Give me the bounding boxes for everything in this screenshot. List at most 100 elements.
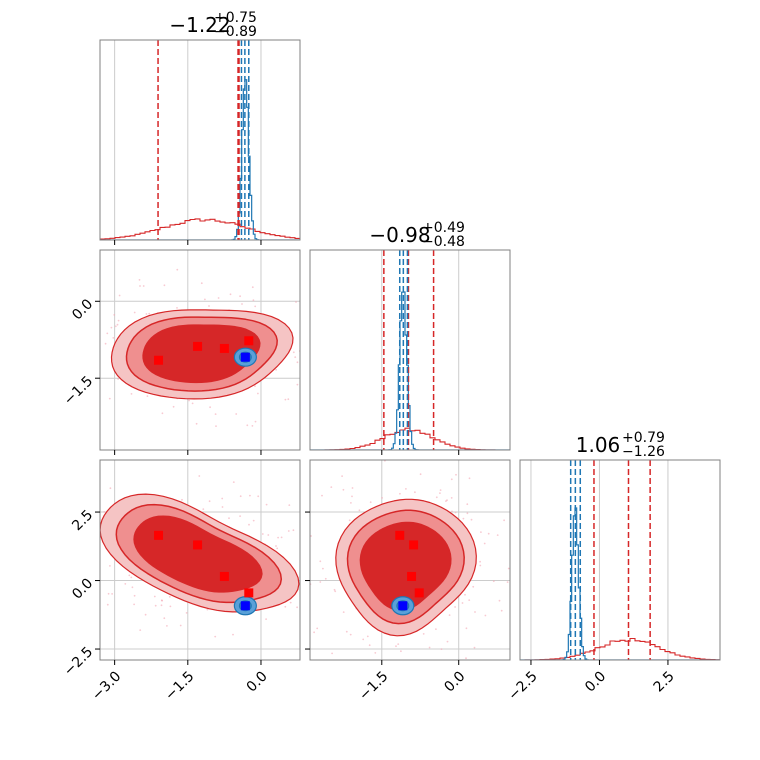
scatter-p1-p2-red-marker-3 [244,336,254,346]
scatter-p2-p3-sample-dot-240 [440,648,443,650]
scatter-p1-p3-contour-2 [133,515,263,593]
scatter-p2-p3-frame [309,459,511,661]
scatter-p2-p3-sample-dot-67 [345,630,348,633]
scatter-p1-p3-sample-dot-75 [94,522,96,524]
scatter-p2-p3-sample-dot-125 [368,644,371,647]
scatter-p1-p3-sample-dot-249 [130,576,133,579]
scatter-p1-p2-sample-dot-255 [208,305,210,307]
scatter-p1-p3-sample-dot-4 [296,606,298,609]
scatter-p2-p3-sample-dot-229 [306,569,308,571]
scatter-p1-p2-sample-dot-143 [108,397,111,400]
scatter-p1-p2-sample-dot-212 [113,314,116,316]
title-p3: 1.06 +0.79 −1.26 [576,430,665,460]
scatter-p2-p3-sample-dot-157 [439,492,441,494]
scatter-p2-p3: −1.5 0.0 [305,459,511,704]
scatter-p1-p2-sample-dot-163 [200,282,203,285]
scatter-p2-p3-content [306,460,510,674]
scatter-p2-p3-sample-dot-247 [503,519,505,522]
scatter-p1-p2-sample-dot-192 [235,413,238,415]
scatter-p1-p3-sample-dot-257 [168,595,171,598]
scatter-p1-p2-sample-dot-209 [83,293,85,295]
scatter-p2-p3-sample-dot-85 [358,509,361,512]
scatter-p2-p3-sample-dot-155 [351,495,353,498]
scatter-p2-p3-sample-dot-142 [450,478,453,481]
scatter-p2-p3-sample-dot-201 [316,627,319,630]
scatter-p1-p2-sample-dot-173 [146,395,149,397]
scatter-p1-p2-sample-dot-226 [117,378,119,380]
scatter-p2-p3-sample-dot-226 [362,638,365,641]
title-p1: −1.22 +0.75 −0.89 [169,10,257,40]
scatter-p1-p3-sample-dot-163 [280,536,283,539]
scatter-p2-p3-sample-dot-24 [468,599,471,601]
scatter-p2-p3-sample-dot-80 [341,475,343,477]
title-p2-sub: −0.48 [422,234,465,250]
scatter-p1-p2-sample-dot-182 [104,342,107,345]
scatter-p1-p2: 0.0 −1.5 [61,249,309,455]
scatter-p2-p3-sample-dot-86 [446,499,448,502]
scatter-p1-p3-sample-dot-48 [289,601,292,604]
scatter-p2-p3-sample-dot-119 [492,580,495,583]
scatter-p2-p3-sample-dot-114 [432,672,434,674]
scatter-p2-p3-sample-dot-202 [454,511,457,514]
scatter-p1-p3-sample-dot-178 [181,498,183,501]
scatter-p2-p3-sample-dot-173 [348,519,351,522]
scatter-p2-p3-sample-dot-64 [330,486,333,488]
title-p1-sub: −0.89 [214,24,257,40]
scatter-p1-p2-sample-dot-47 [284,398,287,401]
scatter-p1-p2-sample-dot-239 [76,349,78,351]
scatter-p1-p2-sample-dot-102 [296,383,299,386]
scatter-p1-p2-sample-dot-166 [292,351,295,354]
scatter-p2-p3-sample-dot-141 [422,633,425,635]
hist-p3: −2.5 0.0 2.5 [505,459,721,704]
scatter-p1-p2-sample-dot-134 [172,405,175,408]
scatter-p1-p3-sample-dot-186 [287,530,290,532]
scatter-p1-p2-sample-dot-66 [300,312,302,314]
scatter-p1-p2-sample-dot-40 [98,363,100,365]
scatter-p1-p2-sample-dot-165 [176,268,179,271]
scatter-p1-p3-sample-dot-102 [52,548,54,550]
scatter-p1-p3-sample-dot-92 [292,529,295,532]
scatter-p2-p3-sample-dot-47 [428,646,431,649]
scatter-p1-p3-sample-dot-200 [276,547,279,550]
scatter-p1-p2-sample-dot-202 [214,413,217,415]
scatter-p1-p3-sample-dot-126 [103,511,106,513]
scatter-p2-p3-red-marker-0 [395,530,405,540]
scatter-p2-p3-sample-dot-181 [466,512,469,515]
scatter-p1-p3-sample-dot-175 [301,521,303,523]
scatter-p2-p3-sample-dot-49 [470,518,473,521]
scatter-p2-p3-sample-dot-81 [419,473,422,476]
scatter-p1-p2-sample-dot-197 [130,393,133,395]
scatter-p1-p3-red-marker-2 [219,571,229,581]
hist-p2-frame [309,249,511,451]
scatter-p1-p3-sample-dot-224 [239,495,242,498]
scatter-p1-p3-sample-dot-38 [25,525,27,527]
scatter-p1-p2-sample-dot-17 [275,368,277,371]
scatter-p1-p3-sample-dot-122 [109,487,112,490]
scatter-p1-p2-sample-dot-123 [163,284,166,287]
scatter-p1-p2-sample-dot-190 [307,341,309,343]
scatter-p1-p2-sample-dot-196 [148,312,151,315]
title-p3-main: 1.06 [576,433,621,457]
hist-p2 [309,249,511,455]
hist-p2-blue-histogram [310,291,510,450]
hist-p3-xtick-label-1: 0.0 [582,668,609,695]
scatter-p1-p2-sample-dot-120 [114,325,117,328]
scatter-p1-p3-sample-dot-7 [133,603,136,606]
scatter-p2-p3-sample-dot-188 [465,627,468,630]
scatter-p1-p2-sample-dot-99 [80,329,82,331]
scatter-p2-p3-xtick-label-1: 0.0 [441,668,468,695]
scatter-p2-p3-sample-dot-160 [461,602,464,604]
hist-p3-red-histogram [520,637,720,660]
svg-text:1.06: 1.06 [576,433,621,457]
title-p2-main: −0.98 [369,223,430,247]
scatter-p1-p2-sample-dot-129 [296,361,299,364]
scatter-p1-p3-sample-dot-196 [228,517,230,520]
scatter-p1-p2-sample-dot-167 [254,420,257,423]
scatter-p1-p3-sample-dot-139 [111,593,113,595]
svg-text:−1.22: −1.22 [169,13,230,37]
scatter-p2-p3-sample-dot-249 [446,640,449,643]
scatter-p1-p3-sample-dot-35 [166,625,168,627]
scatter-p1-p2-content [76,268,309,427]
scatter-p2-p3-sample-dot-135 [480,531,482,533]
scatter-p1-p3-sample-dot-56 [214,635,217,638]
